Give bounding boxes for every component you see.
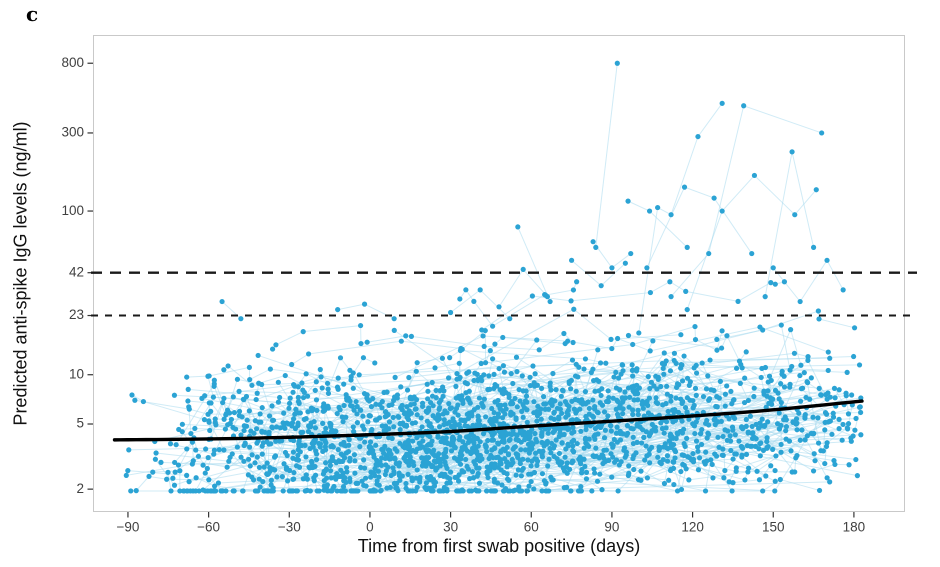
panel-label: c — [26, 2, 39, 26]
x-axis-title: Time from first swab positive (days) — [357, 536, 641, 556]
y-axis-title: Predicted anti-spike IgG levels (ng/ml) — [10, 121, 31, 426]
